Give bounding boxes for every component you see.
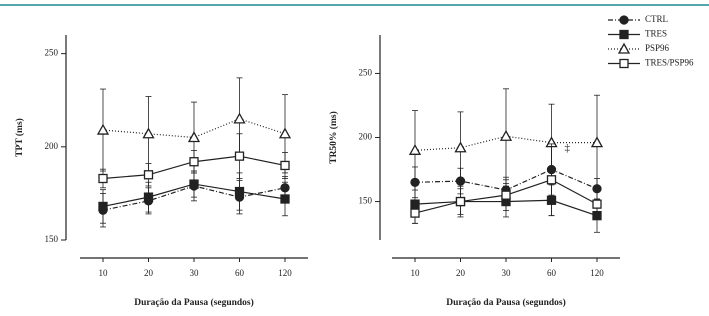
point	[280, 194, 290, 204]
point	[189, 157, 199, 167]
series	[408, 88, 604, 191]
x-tick-label: 120	[590, 268, 604, 278]
y-tick-label: 250	[359, 68, 373, 78]
y-tick-label: 150	[45, 234, 59, 244]
legend-label: TRES/PSP96	[645, 58, 694, 68]
series	[98, 133, 290, 189]
x-tick-label: 20	[456, 268, 466, 278]
point	[408, 143, 422, 155]
series-line	[414, 135, 597, 151]
legend-label: TRES	[645, 29, 667, 39]
point	[455, 196, 466, 207]
point	[619, 29, 629, 40]
point	[546, 175, 557, 185]
point	[143, 192, 154, 202]
y-tick-label: 250	[45, 48, 59, 58]
x-tick-label: 10	[411, 268, 421, 278]
point	[234, 186, 245, 197]
y-tick-label: 200	[45, 141, 59, 151]
x-tick-label: 60	[235, 268, 245, 278]
x-tick-label: 30	[502, 268, 512, 278]
x-axis-title: Duração da Pausa (segundos)	[446, 297, 566, 308]
y-tick-label: 200	[359, 132, 373, 142]
point	[617, 42, 631, 54]
point	[234, 151, 245, 161]
y-tick-label: 150	[359, 196, 373, 206]
x-tick-label: 30	[190, 268, 200, 278]
y-axis-title: TPT (ms)	[14, 118, 25, 157]
x-axis-title: Duração da Pausa (segundos)	[134, 297, 254, 308]
point	[619, 58, 629, 69]
point	[278, 127, 292, 139]
x-tick-label: 60	[547, 268, 557, 278]
x-tick-label: 20	[144, 268, 154, 278]
x-tick-label: 120	[278, 268, 292, 278]
point	[98, 201, 108, 212]
point	[499, 129, 513, 141]
series	[410, 143, 602, 224]
series-line	[102, 118, 286, 139]
point	[592, 199, 602, 209]
point	[142, 127, 155, 139]
legend-label: PSP96	[645, 43, 670, 53]
series	[96, 77, 292, 174]
point	[233, 112, 246, 124]
legend-label: CTRL	[645, 14, 668, 24]
point	[96, 123, 110, 135]
point	[187, 131, 201, 143]
point	[98, 173, 108, 184]
point	[454, 141, 467, 153]
point	[410, 208, 420, 218]
point	[590, 136, 604, 148]
annotation: ‡	[565, 142, 571, 154]
point	[189, 179, 199, 189]
y-axis-title: TR50% (ms)	[328, 111, 339, 164]
point	[501, 190, 511, 200]
point	[280, 160, 290, 171]
x-tick-label: 10	[99, 268, 109, 278]
series	[98, 170, 290, 224]
point	[619, 15, 629, 25]
point	[143, 170, 154, 180]
